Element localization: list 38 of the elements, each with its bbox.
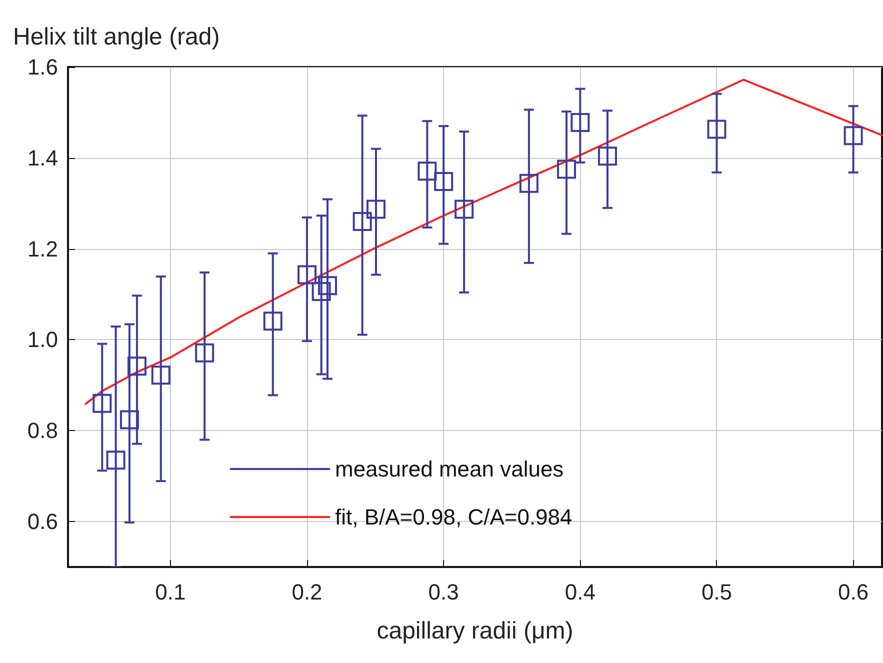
- y-tick-label: 1.4: [27, 145, 58, 170]
- y-tick-label: 1.2: [27, 236, 58, 262]
- y-tick-label: 1.0: [27, 327, 58, 352]
- point: [92, 394, 112, 413]
- point: [263, 312, 282, 331]
- y-tick-label: 0.8: [27, 418, 58, 444]
- point: [127, 356, 146, 376]
- point: [598, 146, 617, 166]
- point: [366, 200, 386, 219]
- point: [151, 366, 170, 385]
- x-tick-label: 0.5: [701, 580, 732, 604]
- point: [454, 200, 474, 219]
- point: [318, 276, 337, 296]
- legend-label: measured mean values: [335, 456, 564, 482]
- point: [195, 343, 214, 362]
- point: [434, 172, 454, 192]
- x-axis-title: capillary radii (μm): [376, 618, 574, 644]
- point: [519, 174, 538, 193]
- point: [120, 410, 139, 430]
- y-tick-label: 0.6: [27, 509, 58, 534]
- point: [298, 265, 317, 284]
- point: [106, 450, 126, 470]
- point: [557, 160, 576, 179]
- y-axis-title: Helix tilt angle (rad): [13, 24, 220, 50]
- x-tick-label: 0.2: [292, 580, 322, 604]
- x-tick-label: 0.1: [155, 580, 186, 604]
- y-tick-label: 1.6: [27, 54, 58, 80]
- point: [707, 120, 726, 139]
- x-tick-label: 0.6: [838, 580, 869, 604]
- point: [570, 112, 590, 132]
- legend-label: fit, B/A=0.98, C/A=0.984: [335, 504, 572, 530]
- point: [418, 162, 437, 181]
- point: [844, 126, 863, 146]
- x-tick-label: 0.4: [564, 580, 596, 604]
- line-series: [84, 78, 883, 405]
- point: [352, 212, 372, 232]
- point: [312, 282, 331, 302]
- x-tick-label: 0.3: [428, 580, 459, 604]
